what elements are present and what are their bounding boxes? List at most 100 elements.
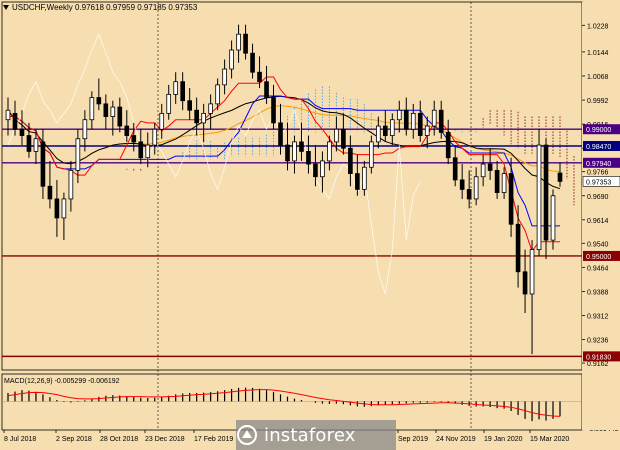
candle[interactable] (138, 129, 144, 165)
candle[interactable] (508, 157, 514, 237)
candle[interactable] (68, 160, 74, 212)
candle[interactable] (362, 160, 367, 196)
time-axis-label: 19 Jan 2020 (484, 436, 523, 443)
candle[interactable] (515, 205, 521, 288)
candle[interactable] (396, 100, 402, 133)
candle[interactable] (466, 170, 472, 209)
candle[interactable] (389, 113, 395, 146)
candle[interactable] (215, 78, 220, 111)
candle[interactable] (117, 97, 123, 133)
bull-candle-body (550, 195, 556, 241)
candle[interactable] (348, 135, 353, 187)
candle[interactable] (355, 154, 360, 196)
candle[interactable] (445, 119, 451, 165)
candle[interactable] (369, 135, 374, 174)
candle[interactable] (201, 103, 206, 142)
candle[interactable] (180, 72, 186, 111)
candle[interactable] (285, 122, 290, 171)
candle[interactable] (257, 56, 262, 89)
candle[interactable] (522, 249, 528, 313)
bull-candle-body (320, 160, 325, 178)
candle[interactable] (187, 88, 192, 120)
candle[interactable] (75, 129, 81, 184)
bull-candle-body (536, 144, 542, 251)
candle[interactable] (19, 110, 25, 146)
candle[interactable] (110, 100, 116, 136)
candle[interactable] (89, 91, 95, 130)
candle[interactable] (103, 94, 109, 130)
candle[interactable] (33, 129, 39, 165)
candle[interactable] (159, 103, 165, 139)
candle[interactable] (96, 78, 102, 111)
candle[interactable] (54, 179, 60, 237)
candle[interactable] (494, 160, 500, 199)
candle[interactable] (278, 103, 283, 155)
price-tag-label: 0.91830 (586, 354, 611, 361)
time-axis-label: 28 Oct 2018 (100, 436, 138, 443)
candle[interactable] (550, 189, 556, 250)
candle[interactable] (417, 100, 423, 142)
candle[interactable] (236, 24, 241, 63)
bull-candle-body (292, 141, 297, 162)
dropdown-triangle-icon[interactable] (3, 5, 9, 11)
candle[interactable] (480, 154, 486, 187)
candle[interactable] (452, 145, 458, 187)
candle[interactable] (152, 122, 158, 155)
candle[interactable] (438, 100, 444, 139)
candle[interactable] (341, 113, 346, 155)
candle[interactable] (145, 132, 151, 168)
candle[interactable] (194, 97, 199, 136)
symbol-ohlc-text: USDCHF,Weekly 0.97618 0.97959 0.97185 0.… (12, 3, 198, 12)
time-axis: 8 Jul 2018 2 Sep 2018 28 Oct 2018 23 Dec 20… (3, 420, 569, 450)
candle[interactable] (299, 122, 304, 161)
candle[interactable] (536, 129, 542, 256)
candle[interactable] (306, 135, 311, 174)
candle[interactable] (557, 162, 563, 187)
candle[interactable] (424, 116, 430, 149)
candle[interactable] (229, 40, 234, 79)
candle[interactable] (82, 110, 88, 152)
candle[interactable] (327, 135, 332, 171)
candle[interactable] (222, 59, 227, 95)
candle[interactable] (208, 94, 213, 130)
candle[interactable] (243, 24, 248, 60)
bear-candle-body (403, 109, 409, 130)
candle[interactable] (12, 100, 18, 136)
candle[interactable] (376, 116, 381, 149)
candle[interactable] (131, 122, 137, 152)
candles[interactable] (5, 24, 563, 355)
candle[interactable] (5, 97, 11, 136)
candle[interactable] (410, 103, 416, 139)
candle[interactable] (271, 84, 276, 130)
candle[interactable] (40, 129, 46, 199)
bull-candle-body (501, 173, 507, 193)
candle[interactable] (487, 148, 493, 180)
candle[interactable] (313, 145, 318, 187)
bear-candle-body (382, 125, 388, 136)
candle[interactable] (61, 192, 67, 241)
bull-candle-body (145, 144, 151, 159)
candle[interactable] (250, 43, 255, 79)
candle[interactable] (292, 135, 297, 174)
candle[interactable] (459, 164, 465, 199)
candle[interactable] (334, 116, 339, 152)
candle[interactable] (264, 65, 269, 104)
candle[interactable] (473, 167, 479, 206)
candle[interactable] (124, 110, 130, 142)
candle[interactable] (382, 110, 388, 142)
candle[interactable] (543, 138, 549, 260)
bull-candle-body (473, 176, 479, 200)
bull-candle-body (327, 141, 332, 162)
candle[interactable] (431, 100, 437, 136)
bull-candle-body (480, 163, 486, 178)
bull-candle-body (362, 166, 367, 190)
candle[interactable] (403, 97, 409, 136)
candle[interactable] (47, 160, 53, 209)
price-tag-box (583, 351, 620, 362)
candle[interactable] (166, 84, 172, 120)
candle[interactable] (173, 72, 179, 104)
candle[interactable] (529, 240, 535, 355)
candle[interactable] (320, 151, 325, 193)
candle[interactable] (26, 122, 32, 158)
candle[interactable] (501, 167, 507, 199)
